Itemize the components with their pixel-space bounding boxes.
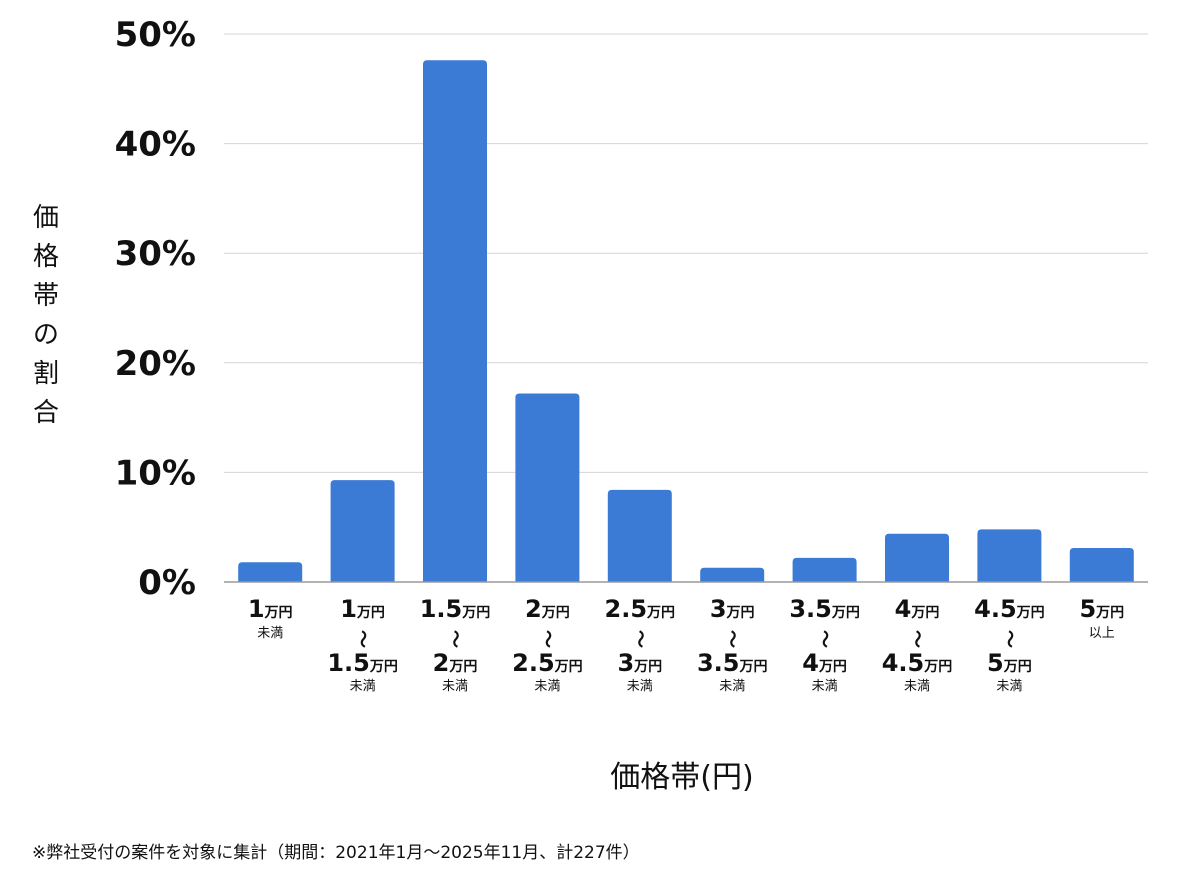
category-amount: 2.5万円	[605, 595, 676, 623]
category-amount: 1万円	[248, 595, 293, 623]
bar	[238, 562, 303, 582]
category-amount: 4.5万円	[974, 595, 1045, 623]
category-note: 未満	[257, 626, 283, 641]
bar	[700, 567, 765, 582]
range-tilde: 〜	[721, 630, 742, 648]
y-tick-label: 30%	[115, 234, 196, 274]
range-tilde: 〜	[998, 630, 1019, 648]
y-tick-label: 20%	[115, 344, 196, 384]
y-axis-label-char: 価	[33, 203, 59, 233]
footnote: ※弊社受付の案件を対象に集計（期間：2021年1月〜2025年11月、計227件…	[32, 843, 640, 863]
y-tick-label: 40%	[115, 125, 196, 165]
y-axis-label-char: 格	[33, 242, 59, 272]
bar	[330, 480, 395, 582]
y-tick-label: 0%	[138, 563, 196, 603]
category-amount: 5万円	[987, 649, 1032, 677]
range-tilde: 〜	[444, 630, 465, 648]
category-amount: 2.5万円	[512, 649, 583, 677]
x-axis-label: 価格帯(円)	[610, 760, 753, 795]
y-tick-label: 50%	[115, 15, 196, 55]
bar	[977, 529, 1042, 582]
y-tick-label: 10%	[115, 453, 196, 493]
category-amount: 1.5万円	[327, 649, 398, 677]
category-amount: 2万円	[525, 595, 570, 623]
range-tilde: 〜	[536, 630, 557, 648]
category-note: 未満	[719, 679, 745, 694]
category-amount: 1万円	[340, 595, 385, 623]
category-amount: 5万円	[1079, 595, 1124, 623]
bar	[1069, 548, 1134, 582]
y-axis-label-char: 合	[33, 398, 59, 428]
range-tilde: 〜	[906, 630, 927, 648]
bar	[423, 60, 487, 582]
y-axis-tick-labels: 0% 10% 20% 30% 40% 50%	[115, 15, 196, 603]
y-axis-label-char: 割	[33, 359, 59, 389]
category-amount: 3万円	[617, 649, 662, 677]
bar	[792, 557, 857, 582]
x-axis-category-labels: 1万円未満1万円〜1.5万円未満1.5万円〜2万円未満2万円〜2.5万円未満2.…	[248, 595, 1124, 694]
category-note: 未満	[812, 679, 838, 694]
range-tilde: 〜	[814, 630, 835, 648]
category-amount: 4万円	[895, 595, 940, 623]
category-note: 未満	[442, 679, 468, 694]
y-axis-label-char: 帯	[33, 281, 59, 311]
bars	[238, 60, 1134, 582]
category-amount: 4.5万円	[882, 649, 953, 677]
range-tilde: 〜	[352, 630, 373, 648]
category-amount: 3.5万円	[789, 595, 860, 623]
category-note: 未満	[904, 679, 930, 694]
grid-lines	[224, 33, 1148, 473]
category-note: 未満	[350, 679, 376, 694]
category-note: 未満	[627, 679, 653, 694]
category-amount: 3万円	[710, 595, 755, 623]
category-note: 未満	[534, 679, 560, 694]
bar	[515, 393, 580, 582]
category-amount: 1.5万円	[420, 595, 491, 623]
category-note: 以上	[1089, 626, 1115, 641]
category-amount: 4万円	[802, 649, 847, 677]
bar	[885, 533, 949, 582]
category-amount: 3.5万円	[697, 649, 768, 677]
category-amount: 2万円	[433, 649, 478, 677]
category-note: 未満	[996, 679, 1022, 694]
bar	[607, 489, 672, 582]
range-tilde: 〜	[629, 630, 650, 648]
y-axis-label-char: の	[33, 320, 59, 350]
